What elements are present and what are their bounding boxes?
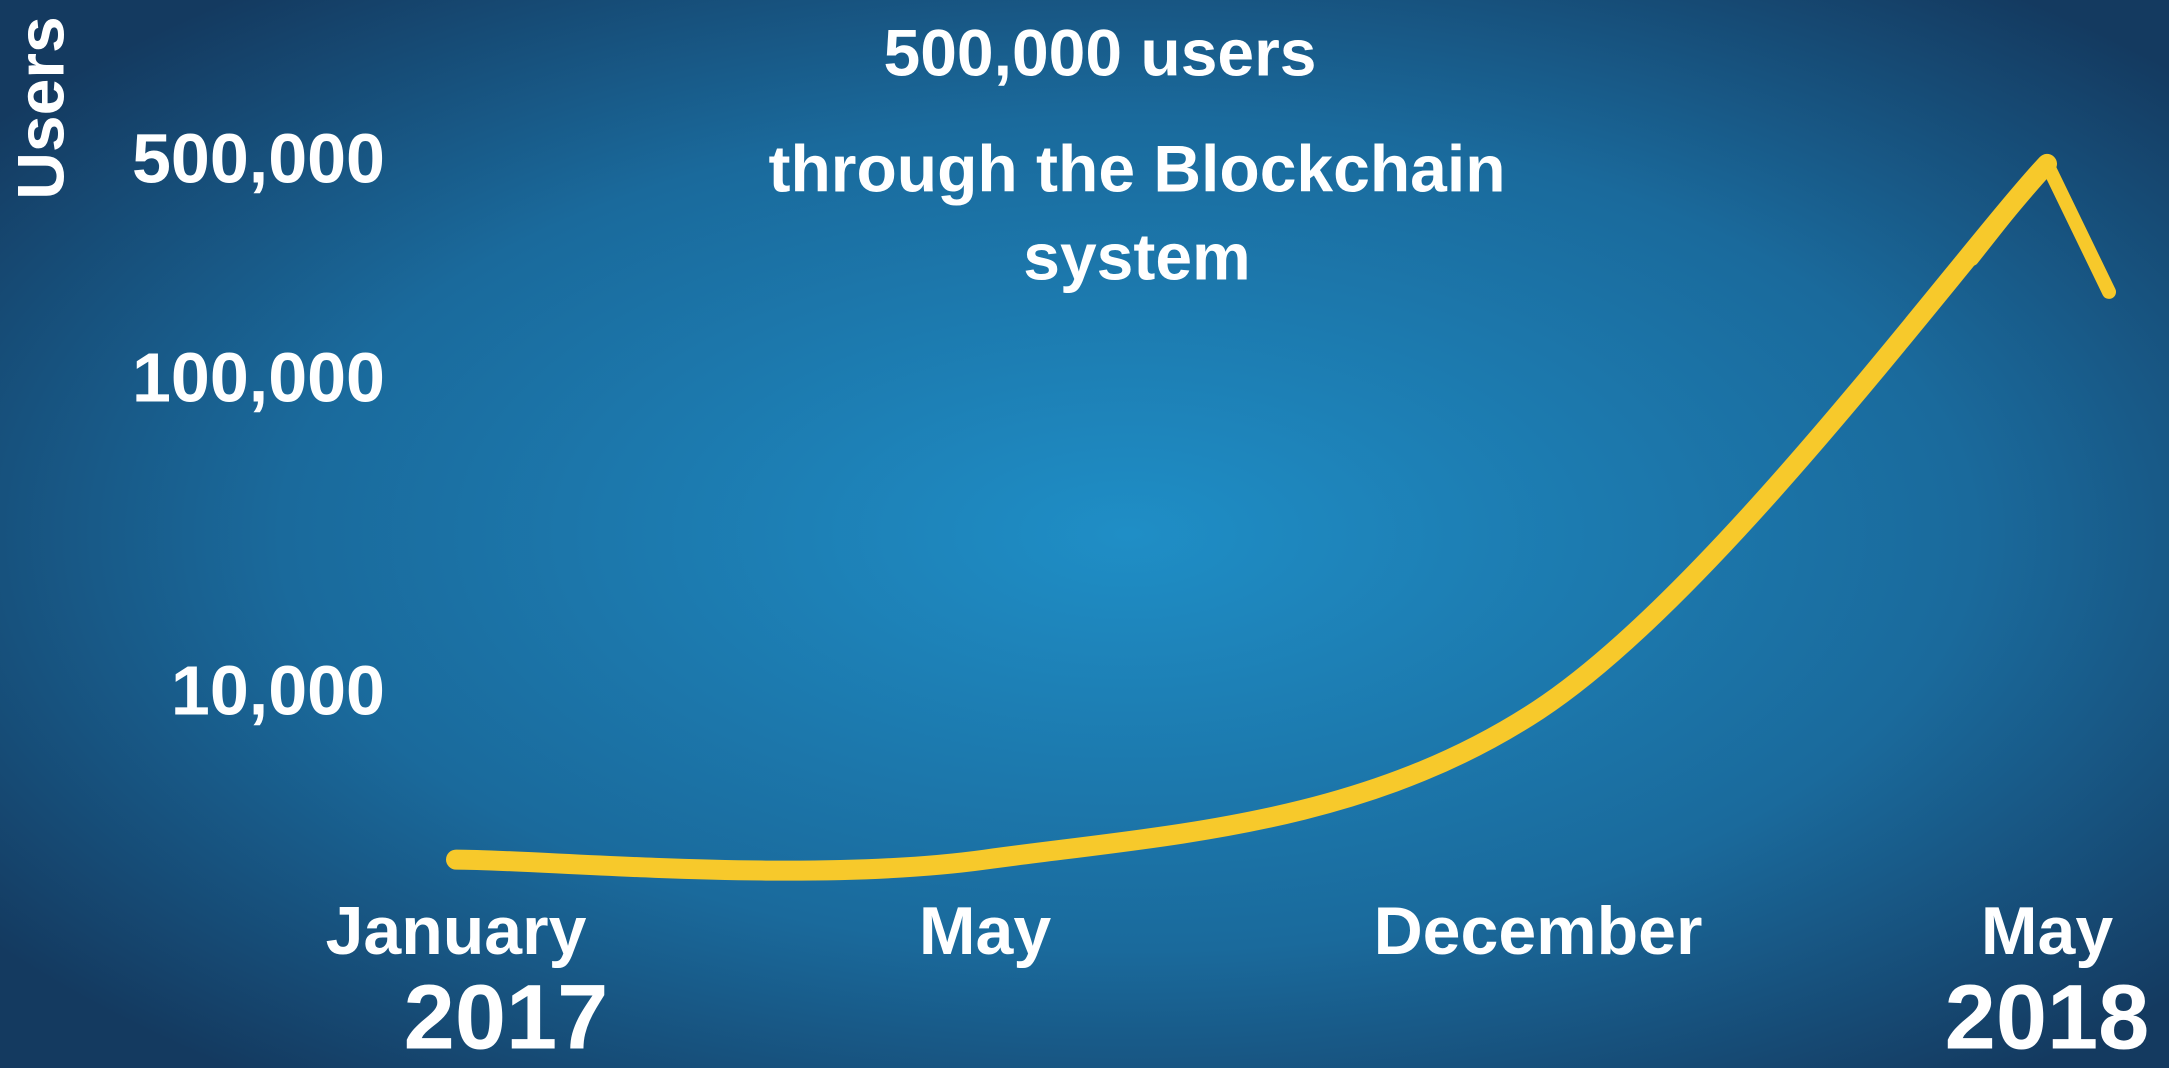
y-tick-label: 10,000	[171, 651, 385, 729]
x-tick-label: December	[1374, 893, 1703, 969]
annotation: 500,000 users	[883, 15, 1316, 89]
year-label: 2018	[1945, 966, 2150, 1068]
data-line	[446, 153, 2057, 881]
x-tick-label: May	[1981, 893, 2113, 969]
x-tick-label: May	[919, 893, 1051, 969]
annotation: through the Blockchain	[768, 131, 1505, 205]
y-tick-label: 100,000	[132, 338, 385, 416]
y-tick-label: 500,000	[132, 119, 385, 197]
arrow-head	[1965, 156, 2116, 299]
annotation: system	[1023, 219, 1251, 293]
y-axis-title: Users	[3, 16, 77, 199]
year-label: 2017	[404, 966, 609, 1068]
x-tick-label: January	[326, 893, 587, 969]
